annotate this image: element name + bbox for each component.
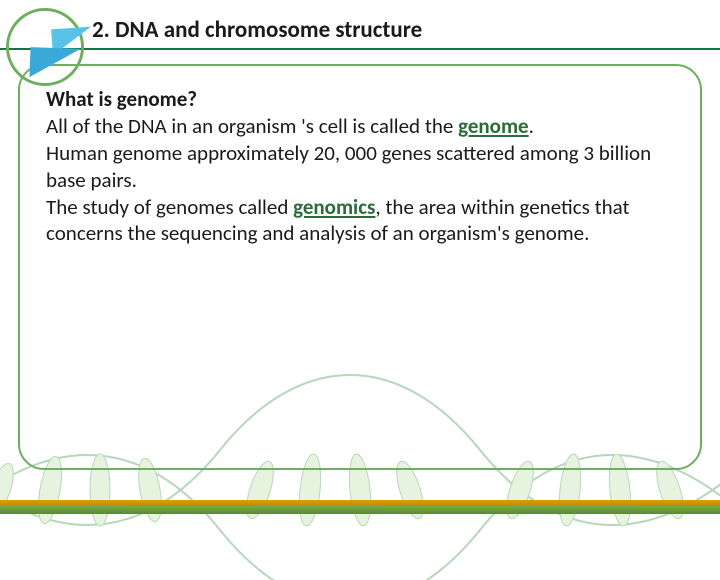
keyword-genomics: genomics: [293, 194, 375, 220]
page-title: 2. DNA and chromosome structure: [92, 16, 720, 44]
content-frame: What is genome? All of the DNA in an org…: [18, 64, 702, 470]
title-underline: [0, 48, 720, 50]
paragraph-1b: .: [529, 113, 534, 139]
body-text: What is genome? All of the DNA in an org…: [46, 86, 676, 247]
question-heading: What is genome?: [46, 86, 197, 112]
keyword-genome: genome: [458, 113, 529, 139]
paragraph-1a: All of the DNA in an organism 's cell is…: [46, 113, 458, 139]
header: 2. DNA and chromosome structure: [0, 0, 720, 58]
triangle-icon: [29, 47, 80, 79]
paragraph-2: Human genome approximately 20, 000 genes…: [46, 140, 651, 193]
footer-bar-green: [0, 506, 720, 514]
paragraph-3a: The study of genomes called: [46, 194, 293, 220]
